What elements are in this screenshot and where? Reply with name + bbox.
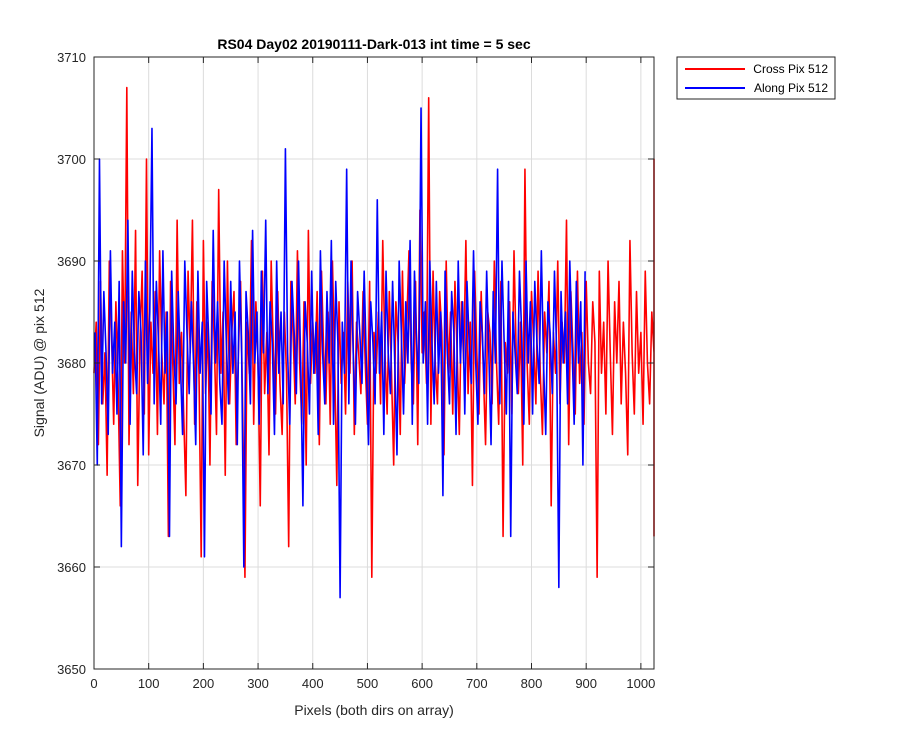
- y-tick-label: 3700: [57, 152, 86, 167]
- legend: Cross Pix 512 Along Pix 512: [676, 56, 836, 100]
- y-tick-label: 3680: [57, 356, 86, 371]
- x-tick-label: 1000: [626, 676, 655, 691]
- y-tick-label: 3650: [57, 662, 86, 677]
- x-tick-label: 400: [302, 676, 324, 691]
- x-tick-label: 900: [575, 676, 597, 691]
- x-tick-label: 0: [90, 676, 97, 691]
- x-tick-label: 300: [247, 676, 269, 691]
- series-line-along-pix-512: [94, 107, 586, 599]
- x-tick-label: 800: [521, 676, 543, 691]
- x-axis-label: Pixels (both dirs on array): [294, 702, 454, 718]
- x-tick-label: 600: [411, 676, 433, 691]
- legend-label-cross: Cross Pix 512: [753, 62, 828, 76]
- x-tick-label: 200: [193, 676, 215, 691]
- ticks: 0 100 200 300 400 500 600 700 800 900 1000 3650 3660…: [57, 50, 655, 691]
- legend-box: [676, 56, 836, 100]
- x-tick-label: 100: [138, 676, 160, 691]
- chart-title: RS04 Day02 20190111-Dark-013 int time = …: [217, 36, 530, 52]
- y-tick-label: 3660: [57, 560, 86, 575]
- series-layer: [93, 86, 655, 599]
- y-tick-label: 3690: [57, 254, 86, 269]
- x-tick-label: 700: [466, 676, 488, 691]
- x-tick-label: 500: [357, 676, 379, 691]
- y-tick-label: 3710: [57, 50, 86, 65]
- y-tick-label: 3670: [57, 458, 86, 473]
- legend-label-along: Along Pix 512: [754, 81, 828, 95]
- y-axis-label: Signal (ADU) @ pix 512: [31, 288, 47, 437]
